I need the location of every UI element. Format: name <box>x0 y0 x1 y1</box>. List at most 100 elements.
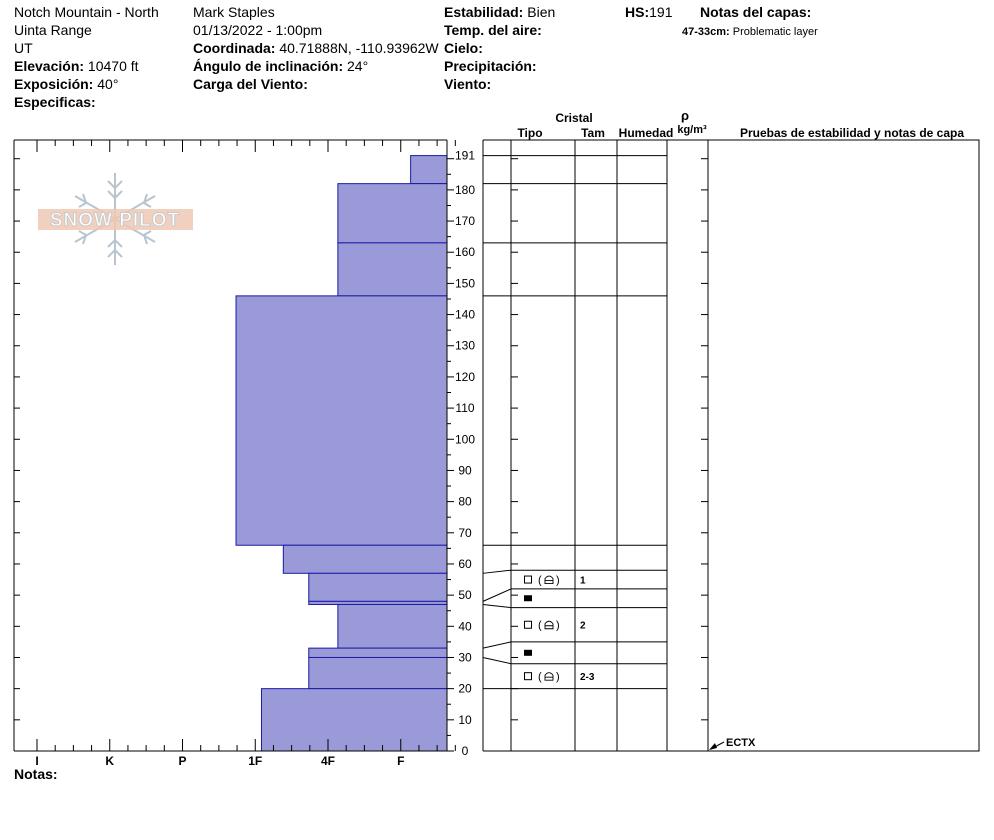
stability-label: Estabilidad: <box>444 4 524 20</box>
grain-connector <box>482 569 512 574</box>
height-tick-label: 20 <box>458 682 472 696</box>
grain-table: () 1 () 2 () 2-3 ECTX <box>482 139 980 752</box>
hardness-tick-label: P <box>178 754 186 768</box>
hardness-tick-label: 4F <box>321 754 335 768</box>
paren-open-icon: ( <box>538 671 542 683</box>
paren-close-icon: ) <box>556 620 560 632</box>
height-tick-label: 130 <box>455 339 475 353</box>
precip-label: Precipitación: <box>444 58 537 74</box>
stability-value: Bien <box>527 4 556 20</box>
aspect: Exposición: 40° <box>14 75 118 93</box>
coordinates: Coordinada: 40.71888N, -110.93962W <box>193 39 439 57</box>
density-unit: kg/m³ <box>677 124 707 136</box>
height-tick-label: 60 <box>458 557 472 571</box>
sky: Cielo: <box>444 39 483 57</box>
logo-text: SNOW PILOT <box>50 210 180 231</box>
grain-connector <box>482 656 512 665</box>
hardness-axes: I K P 1F 4F F <box>13 139 456 768</box>
slope-angle: Ángulo de inclinación: 24° <box>193 57 368 75</box>
air-temp-label: Temp. del aire: <box>444 22 542 38</box>
hardness-layer-bar <box>235 295 448 546</box>
height-tick-label: 90 <box>458 463 472 477</box>
stability-test-label: ECTX <box>726 737 756 749</box>
hs-value: 191 <box>649 4 673 20</box>
aspect-value: 40° <box>97 76 119 92</box>
height-axis: 0 10 20 30 40 50 60 70 80 90 100 110 120 130 140 150 160… <box>446 140 484 758</box>
wind-loading: Carga del Viento: <box>193 75 308 93</box>
datetime: 01/13/2022 - 1:00pm <box>193 22 323 38</box>
paren-open-icon: ( <box>538 620 542 632</box>
grain-size-label: 2-3 <box>580 672 595 683</box>
layer-notes-title: Notas del capas: <box>700 4 812 20</box>
paren-close-icon: ) <box>556 671 560 683</box>
height-tick-label: 191 <box>455 149 475 163</box>
density-symbol: ρ <box>681 108 689 123</box>
grain-size-label: 2 <box>580 621 586 632</box>
elevation-value: 10470 ft <box>87 58 139 74</box>
height-tick-label: 50 <box>458 588 472 602</box>
crystal-header: Cristal <box>555 111 592 125</box>
hardness-layer-bar <box>410 155 448 185</box>
air-temp: Temp. del aire: <box>444 21 542 39</box>
hardness-tick-label: 1F <box>248 754 262 768</box>
hardness-layer-bar <box>308 572 448 602</box>
height-tick-label: 70 <box>458 526 472 540</box>
height-tick-label: 170 <box>455 214 475 228</box>
type-header: Tipo <box>517 126 542 140</box>
slope-label: Ángulo de inclinación: <box>193 58 344 74</box>
hardness-tick-label: K <box>105 754 114 768</box>
height-tick-label: 100 <box>455 432 475 446</box>
hardness-layer-bar <box>308 647 448 658</box>
moisture-header: Humedad <box>619 126 674 140</box>
notes: Notas: <box>14 765 58 783</box>
precipitation: Precipitación: <box>444 57 537 75</box>
elevation: Elevación: 10470 ft <box>14 57 139 75</box>
faceted-icon <box>524 575 532 584</box>
specifics-label: Especificas: <box>14 94 96 110</box>
slope-value: 24° <box>347 58 369 74</box>
height-tick-label: 10 <box>458 713 472 727</box>
stability: Estabilidad: Bien <box>444 3 555 21</box>
height-tick-label: 0 <box>462 744 469 758</box>
paren-close-icon: ) <box>556 575 560 587</box>
logo-band <box>38 209 193 230</box>
test-arrow-icon <box>709 743 717 750</box>
specifics: Especificas: <box>14 93 96 111</box>
faceted-icon <box>524 620 532 629</box>
surface-hoar-icon <box>524 595 532 602</box>
height-tick-label: 120 <box>455 370 475 384</box>
height-tick-label: 110 <box>455 401 474 415</box>
height-tick-label: 30 <box>458 650 472 664</box>
grain-connector <box>482 641 512 649</box>
depth-hoar-icon <box>544 620 554 630</box>
hardness-tick-label: I <box>35 754 38 768</box>
faceted-icon <box>524 672 532 681</box>
aspect-label: Exposición: <box>14 76 94 92</box>
height-tick-label: 160 <box>455 245 475 259</box>
grain-connector <box>482 588 512 602</box>
layer-note-text: Problematic layer <box>732 26 818 38</box>
hardness-layers <box>235 155 448 752</box>
height-tick-label: 150 <box>455 276 475 290</box>
paren-open-icon: ( <box>538 575 542 587</box>
coord-value: 40.71888N, -110.93962W <box>279 40 439 56</box>
layer-note: 47-33cm: Problematic layer <box>682 23 818 41</box>
hardness-layer-bar <box>337 603 448 649</box>
hardness-layer-bar <box>282 544 448 574</box>
hardness-layer-bar <box>337 183 448 244</box>
coord-label: Coordinada: <box>193 40 276 56</box>
hardness-layer-bar <box>308 656 448 690</box>
hardness-tick-label: F <box>397 754 404 768</box>
layer-note-range: 47-33cm: <box>682 26 730 38</box>
hs-label: HS: <box>625 4 650 20</box>
hardness-layer-bar <box>260 688 448 752</box>
size-header: Tam <box>581 126 605 140</box>
depth-hoar-icon <box>544 575 554 584</box>
snow-height: HS:191 <box>625 3 672 21</box>
height-tick-label: 140 <box>455 308 475 322</box>
height-tick-label: 180 <box>455 183 475 197</box>
notes-label: Notas: <box>14 766 58 782</box>
hardness-layer-bar <box>337 242 448 297</box>
height-tick-label: 40 <box>458 619 472 633</box>
